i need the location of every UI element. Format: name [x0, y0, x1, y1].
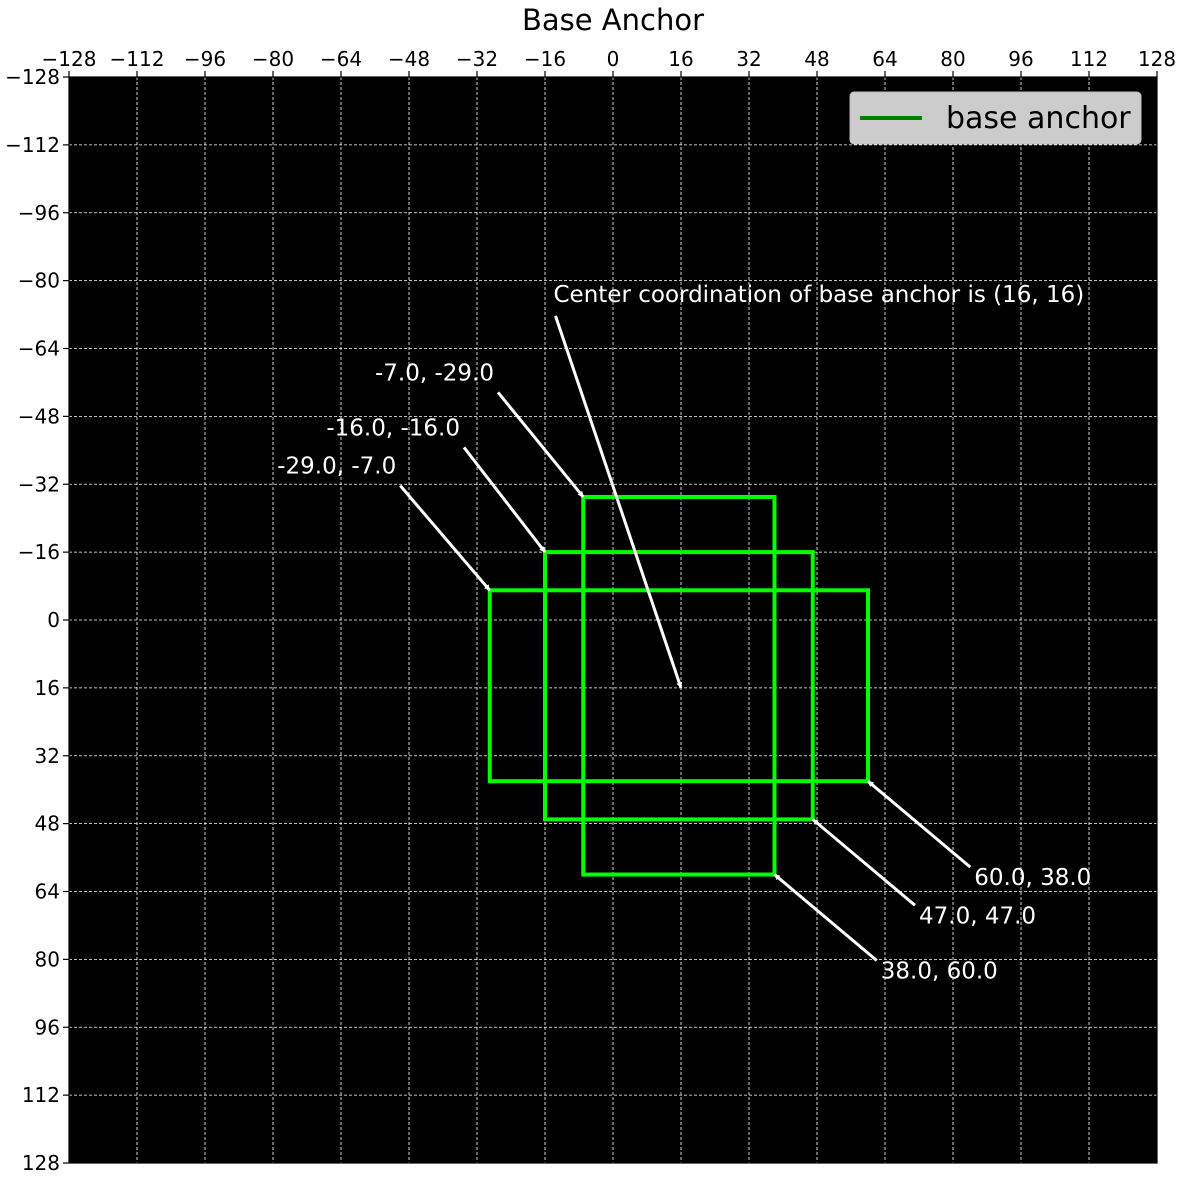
y-tick-label: −96	[18, 201, 60, 225]
y-tick-label: −64	[18, 337, 60, 361]
y-axis-ticks: −128 −112 −96 −80 −64 −48 −32 −16 0 16 32 48 64 80 96 1…	[5, 65, 69, 1175]
x-tick-label: 112	[1070, 47, 1108, 71]
x-axis-ticks: −128 −112 −96 −80 −64 −48 −32 −16 0 16 32 48 64 80 96 1…	[42, 47, 1176, 77]
annotation-arrow	[496, 391, 585, 498]
annotation-label: -16.0, -16.0	[326, 415, 460, 441]
y-tick-label: 96	[35, 1015, 60, 1039]
y-tick-label: −16	[18, 540, 60, 564]
x-tick-label: −112	[110, 47, 165, 71]
y-tick-label: 128	[22, 1151, 60, 1175]
x-tick-label: −80	[252, 47, 294, 71]
y-tick-label: 16	[35, 676, 60, 700]
y-tick-label: −80	[18, 269, 60, 293]
x-tick-label: 32	[736, 47, 761, 71]
x-tick-label: 48	[804, 47, 829, 71]
x-tick-label: 96	[1008, 47, 1033, 71]
x-tick-label: 64	[872, 47, 897, 71]
x-tick-label: −16	[524, 47, 566, 71]
x-tick-label: −48	[388, 47, 430, 71]
x-tick-label: −64	[320, 47, 362, 71]
annotation-arrow	[462, 446, 547, 554]
y-tick-label: 48	[35, 812, 60, 836]
grid	[68, 76, 1158, 1164]
x-tick-label: −96	[184, 47, 226, 71]
anchor-box	[581, 494, 777, 877]
annotation-arrow	[773, 873, 878, 962]
annotation-arrow	[811, 818, 916, 907]
legend-frame	[849, 91, 1142, 145]
annotation-arrow	[554, 315, 683, 689]
annotation-arrow	[399, 484, 491, 592]
annotations: -7.0, -29.0 -16.0, -16.0 -29.0, -7.0 60.0, …	[277, 282, 1091, 985]
annotation-label: 47.0, 47.0	[919, 903, 1036, 929]
y-tick-label: 0	[47, 608, 60, 632]
x-tick-label: 128	[1138, 47, 1176, 71]
annotation-label: 38.0, 60.0	[881, 958, 998, 984]
x-tick-label: 16	[668, 47, 693, 71]
annotation-label: -7.0, -29.0	[375, 360, 494, 386]
anchor-box	[487, 588, 870, 784]
y-tick-label: 64	[35, 880, 60, 904]
y-tick-label: −48	[18, 404, 60, 428]
x-tick-label: −128	[42, 47, 97, 71]
anchor-boxes	[487, 494, 870, 877]
annotation-arrow	[867, 780, 972, 869]
y-tick-label: −112	[5, 133, 60, 157]
legend: base anchor	[849, 91, 1142, 145]
y-tick-label: 80	[35, 947, 60, 971]
legend-label: base anchor	[946, 101, 1131, 136]
x-tick-label: 0	[607, 47, 620, 71]
annotation-label: Center coordination of base anchor is (1…	[554, 282, 1085, 308]
y-tick-label: −32	[18, 472, 60, 496]
chart-title: Base Anchor	[522, 3, 704, 37]
x-tick-label: 80	[940, 47, 965, 71]
y-tick-label: 32	[35, 744, 60, 768]
y-tick-label: 112	[22, 1083, 60, 1107]
x-tick-label: −32	[456, 47, 498, 71]
annotation-label: -29.0, -7.0	[277, 454, 396, 480]
y-tick-label: −128	[5, 65, 60, 89]
annotation-label: 60.0, 38.0	[974, 865, 1091, 891]
anchor-box	[543, 550, 815, 822]
